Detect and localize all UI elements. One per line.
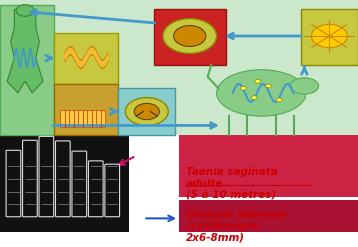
FancyBboxPatch shape	[301, 9, 358, 65]
FancyBboxPatch shape	[154, 9, 226, 65]
FancyBboxPatch shape	[69, 110, 78, 127]
Polygon shape	[7, 9, 43, 93]
Ellipse shape	[290, 78, 319, 94]
FancyBboxPatch shape	[179, 135, 358, 197]
Text: Vésicule ladrique
(cysticerque
2x6-8mm): Vésicule ladrique (cysticerque 2x6-8mm)	[186, 209, 286, 243]
Text: Taenia saginata
adulte
(5 à 10 mètres): Taenia saginata adulte (5 à 10 mètres)	[186, 167, 278, 201]
Circle shape	[16, 5, 34, 16]
Circle shape	[163, 19, 217, 53]
FancyBboxPatch shape	[0, 5, 54, 135]
Circle shape	[251, 96, 257, 100]
Circle shape	[276, 98, 282, 102]
FancyBboxPatch shape	[60, 110, 69, 127]
Ellipse shape	[217, 70, 306, 116]
FancyBboxPatch shape	[78, 110, 87, 127]
Circle shape	[134, 103, 159, 120]
FancyBboxPatch shape	[0, 0, 358, 135]
FancyBboxPatch shape	[54, 33, 118, 84]
Circle shape	[255, 80, 261, 83]
FancyBboxPatch shape	[87, 110, 96, 127]
FancyBboxPatch shape	[96, 110, 105, 127]
Circle shape	[174, 25, 206, 46]
FancyBboxPatch shape	[54, 84, 118, 135]
Circle shape	[125, 98, 168, 125]
Circle shape	[266, 84, 271, 88]
Circle shape	[311, 24, 347, 48]
FancyBboxPatch shape	[179, 200, 358, 232]
FancyBboxPatch shape	[118, 88, 175, 135]
FancyBboxPatch shape	[0, 135, 129, 232]
Circle shape	[241, 86, 246, 90]
